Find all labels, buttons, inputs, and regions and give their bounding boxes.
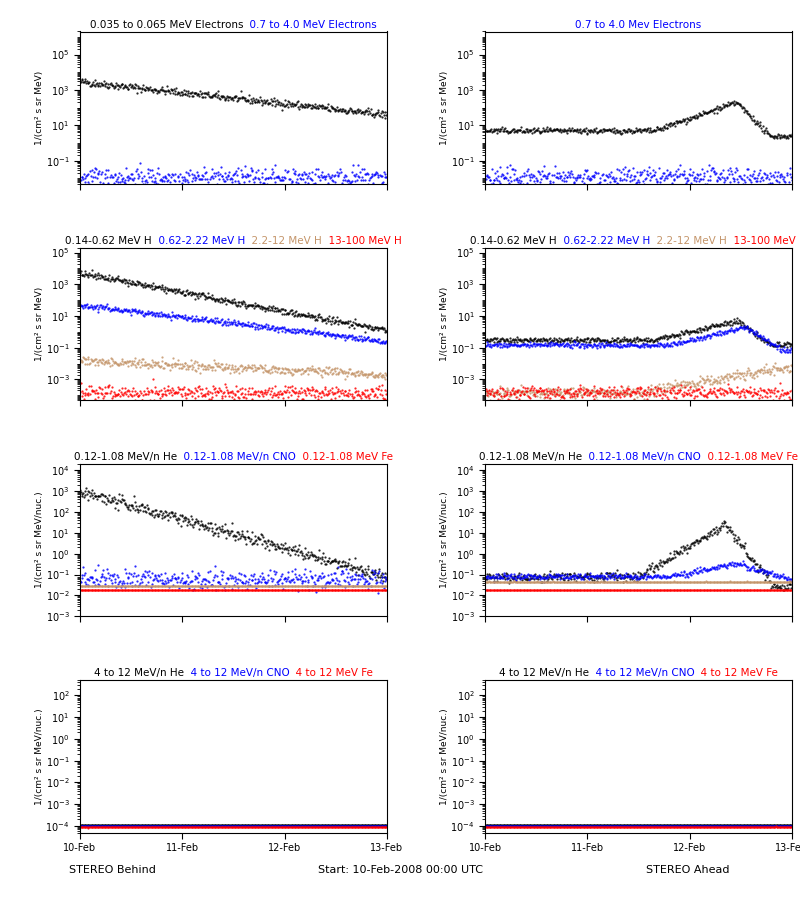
Text: 0.12-1.08 MeV/n CNO: 0.12-1.08 MeV/n CNO	[582, 452, 701, 462]
Text: 4 to 12 MeV/n He: 4 to 12 MeV/n He	[94, 668, 184, 679]
Text: 13-100 MeV H: 13-100 MeV H	[322, 236, 402, 246]
Text: 0.7 to 4.0 MeV Electrons: 0.7 to 4.0 MeV Electrons	[243, 20, 377, 30]
Text: 0.7 to 4.0 Mev Electrons: 0.7 to 4.0 Mev Electrons	[575, 20, 702, 30]
Y-axis label: 1/(cm² s sr MeV/nuc.): 1/(cm² s sr MeV/nuc.)	[440, 491, 450, 589]
Y-axis label: 1/(cm² s sr MeV/nuc.): 1/(cm² s sr MeV/nuc.)	[440, 708, 449, 805]
Text: 4 to 12 MeV/n CNO: 4 to 12 MeV/n CNO	[184, 668, 290, 679]
Text: 0.12-1.08 MeV Fe: 0.12-1.08 MeV Fe	[296, 452, 393, 462]
Text: 13-100 MeV H: 13-100 MeV H	[727, 236, 800, 246]
Text: 0.14-0.62 MeV H: 0.14-0.62 MeV H	[470, 236, 557, 246]
Text: STEREO Behind: STEREO Behind	[69, 865, 155, 875]
Text: 4 to 12 MeV/n CNO: 4 to 12 MeV/n CNO	[589, 668, 694, 679]
Text: 4 to 12 MeV Fe: 4 to 12 MeV Fe	[694, 668, 778, 679]
Y-axis label: 1/(cm² s sr MeV): 1/(cm² s sr MeV)	[440, 287, 450, 361]
Text: 0.62-2.22 MeV H: 0.62-2.22 MeV H	[557, 236, 650, 246]
Text: Start: 10-Feb-2008 00:00 UTC: Start: 10-Feb-2008 00:00 UTC	[318, 865, 482, 875]
Text: 4 to 12 MeV Fe: 4 to 12 MeV Fe	[290, 668, 374, 679]
Text: STEREO Ahead: STEREO Ahead	[646, 865, 730, 875]
Y-axis label: 1/(cm² s sr MeV): 1/(cm² s sr MeV)	[441, 70, 450, 145]
Text: 2.2-12 MeV H: 2.2-12 MeV H	[650, 236, 727, 246]
Text: 0.12-1.08 MeV/n He: 0.12-1.08 MeV/n He	[479, 452, 582, 462]
Text: 2.2-12 MeV H: 2.2-12 MeV H	[245, 236, 322, 246]
Text: 0.12-1.08 MeV Fe: 0.12-1.08 MeV Fe	[701, 452, 798, 462]
Text: 0.14-0.62 MeV H: 0.14-0.62 MeV H	[66, 236, 152, 246]
Text: 4 to 12 MeV/n He: 4 to 12 MeV/n He	[498, 668, 589, 679]
Text: 0.035 to 0.065 MeV Electrons: 0.035 to 0.065 MeV Electrons	[90, 20, 243, 30]
Text: 0.12-1.08 MeV/n CNO: 0.12-1.08 MeV/n CNO	[177, 452, 296, 462]
Y-axis label: 1/(cm² s sr MeV): 1/(cm² s sr MeV)	[35, 287, 44, 361]
Text: 0.62-2.22 MeV H: 0.62-2.22 MeV H	[152, 236, 245, 246]
Text: 0.12-1.08 MeV/n He: 0.12-1.08 MeV/n He	[74, 452, 177, 462]
Y-axis label: 1/(cm² s sr MeV/nuc.): 1/(cm² s sr MeV/nuc.)	[35, 491, 44, 589]
Y-axis label: 1/(cm² s sr MeV): 1/(cm² s sr MeV)	[35, 70, 44, 145]
Y-axis label: 1/(cm² s sr MeV/nuc.): 1/(cm² s sr MeV/nuc.)	[35, 708, 44, 805]
